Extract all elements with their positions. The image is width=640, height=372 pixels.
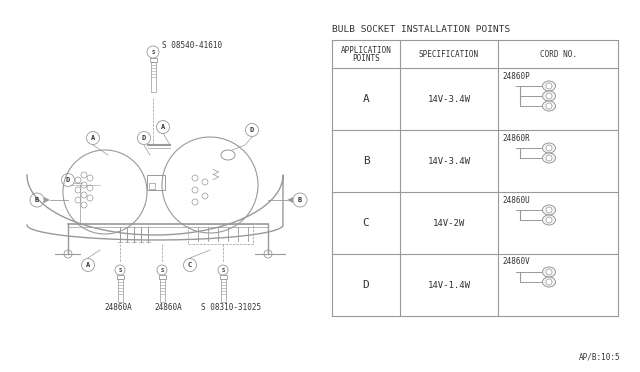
Ellipse shape bbox=[543, 81, 556, 91]
Text: 24860A: 24860A bbox=[154, 303, 182, 312]
Text: S 08310-31025: S 08310-31025 bbox=[201, 303, 261, 312]
Ellipse shape bbox=[543, 277, 556, 287]
Ellipse shape bbox=[543, 267, 556, 277]
Text: BULB SOCKET INSTALLATION POINTS: BULB SOCKET INSTALLATION POINTS bbox=[332, 25, 510, 34]
Text: 24860U: 24860U bbox=[502, 196, 530, 205]
Text: B: B bbox=[35, 197, 39, 203]
Text: C: C bbox=[188, 262, 192, 268]
Text: C: C bbox=[363, 218, 369, 228]
Text: 24860R: 24860R bbox=[502, 134, 530, 142]
Text: 24860A: 24860A bbox=[104, 303, 132, 312]
Text: A: A bbox=[86, 262, 90, 268]
Text: D: D bbox=[142, 135, 146, 141]
Polygon shape bbox=[44, 197, 50, 203]
Text: S: S bbox=[152, 49, 155, 55]
Ellipse shape bbox=[543, 101, 556, 111]
Text: S 08540-41610: S 08540-41610 bbox=[162, 41, 222, 50]
Text: 24860P: 24860P bbox=[502, 71, 530, 80]
Text: 14V-1.4W: 14V-1.4W bbox=[428, 280, 470, 289]
Bar bbox=[116, 275, 124, 279]
Circle shape bbox=[546, 269, 552, 275]
Circle shape bbox=[546, 83, 552, 89]
Text: D: D bbox=[66, 177, 70, 183]
Text: 14V-3.4W: 14V-3.4W bbox=[428, 94, 470, 103]
Circle shape bbox=[546, 93, 552, 99]
Circle shape bbox=[546, 279, 552, 285]
Circle shape bbox=[546, 103, 552, 109]
Text: A: A bbox=[91, 135, 95, 141]
Ellipse shape bbox=[543, 91, 556, 101]
Text: 14V-3.4W: 14V-3.4W bbox=[428, 157, 470, 166]
Text: SPECIFICATION: SPECIFICATION bbox=[419, 49, 479, 58]
Text: A: A bbox=[363, 94, 369, 104]
Text: S: S bbox=[118, 267, 122, 273]
Text: S: S bbox=[221, 267, 225, 273]
Text: D: D bbox=[363, 280, 369, 290]
Bar bbox=[220, 275, 227, 279]
Circle shape bbox=[546, 155, 552, 161]
Text: A: A bbox=[161, 124, 165, 130]
Ellipse shape bbox=[543, 143, 556, 153]
Circle shape bbox=[546, 207, 552, 213]
Text: CORD NO.: CORD NO. bbox=[540, 49, 577, 58]
Bar bbox=[159, 275, 166, 279]
Bar bbox=[149, 183, 155, 189]
Ellipse shape bbox=[543, 205, 556, 215]
Text: B: B bbox=[298, 197, 302, 203]
Bar bbox=[147, 175, 165, 190]
Text: AP/B:10:5: AP/B:10:5 bbox=[579, 353, 620, 362]
Ellipse shape bbox=[543, 153, 556, 163]
Text: B: B bbox=[363, 156, 369, 166]
Polygon shape bbox=[287, 197, 293, 203]
Text: D: D bbox=[250, 127, 254, 133]
Bar bbox=[188, 224, 253, 244]
Text: APPLICATION: APPLICATION bbox=[340, 45, 392, 55]
Circle shape bbox=[546, 145, 552, 151]
Text: 24860V: 24860V bbox=[502, 257, 530, 266]
Ellipse shape bbox=[543, 215, 556, 225]
Text: 14V-2W: 14V-2W bbox=[433, 218, 465, 228]
Text: S: S bbox=[161, 267, 164, 273]
Bar bbox=[150, 58, 157, 62]
Circle shape bbox=[546, 217, 552, 223]
Text: POINTS: POINTS bbox=[352, 54, 380, 62]
